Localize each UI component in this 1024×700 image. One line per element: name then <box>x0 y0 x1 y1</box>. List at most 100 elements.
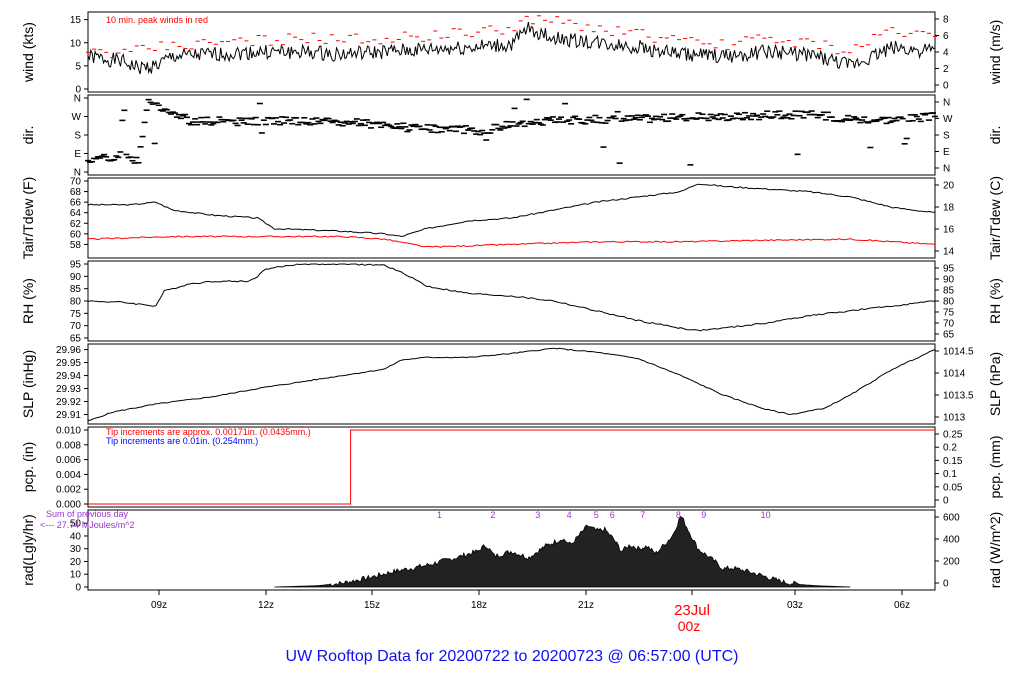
hour-label: 4 <box>567 510 572 520</box>
y-tick-label: 0.008 <box>56 440 81 451</box>
hour-label: 2 <box>490 510 495 520</box>
right-tick-label: N <box>943 98 950 109</box>
y-tick-label: 0 <box>75 583 81 594</box>
panel-frame <box>87 94 936 176</box>
right-tick-label: 85 <box>943 286 955 297</box>
right-tick-label: 0 <box>943 579 949 590</box>
hour-label: 1 <box>437 510 442 520</box>
y-axis-label-right: dir. <box>987 126 1003 145</box>
series-line <box>87 235 936 248</box>
y-tick-label: S <box>74 131 81 142</box>
right-tick-label: 8 <box>943 15 949 26</box>
y-tick-label: 29.92 <box>56 397 81 408</box>
y-axis-label: dir. <box>20 126 36 145</box>
y-tick-label: 95 <box>70 260 82 271</box>
chart-title: UW Rooftop Data for 20200722 to 20200723… <box>285 648 739 665</box>
panel-frame <box>87 343 936 425</box>
y-tick-label: 68 <box>70 187 82 198</box>
right-tick-label: 0 <box>943 496 949 507</box>
y-tick-label: 15 <box>70 15 82 26</box>
radiation-area <box>274 516 851 588</box>
tip-note-blue: Tip increments are 0.01in. (0.254mm.) <box>106 436 258 446</box>
y-tick-label: 0.010 <box>56 426 81 437</box>
y-axis-label: rad(Lgly/hr) <box>20 514 36 586</box>
y-tick-label: 30 <box>70 544 82 555</box>
right-tick-label: W <box>943 114 953 125</box>
date-label: 23Jul <box>674 602 710 619</box>
panel-frame <box>87 260 936 342</box>
series-line <box>87 21 936 75</box>
y-axis-label-right: pcp. (mm) <box>987 436 1003 499</box>
y-axis-label: SLP (inHg) <box>20 350 36 418</box>
y-tick-label: 29.93 <box>56 384 81 395</box>
y-tick-label: 0.000 <box>56 500 81 511</box>
y-tick-label: N <box>74 168 81 179</box>
y-tick-label: W <box>72 112 82 123</box>
y-tick-label: 10 <box>70 38 82 49</box>
right-tick-label: 90 <box>943 275 955 286</box>
y-tick-label: 70 <box>70 177 82 188</box>
x-tick-label: 09z <box>151 600 167 611</box>
y-tick-label: 65 <box>70 334 82 345</box>
right-tick-label: 0.15 <box>943 456 963 467</box>
x-tick-label: 21z <box>578 600 594 611</box>
right-tick-label: 1013.5 <box>943 391 974 402</box>
y-tick-label: E <box>74 149 81 160</box>
y-tick-label: 66 <box>70 198 82 209</box>
tip-note-red: Tip increments are approx. 0.00171in. (0… <box>106 427 311 437</box>
hour-label: 5 <box>594 510 599 520</box>
y-tick-label: 29.91 <box>56 410 81 421</box>
hour-label: 6 <box>610 510 615 520</box>
series-line <box>87 183 936 238</box>
y-tick-label: 0.002 <box>56 485 81 496</box>
right-tick-label: 65 <box>943 330 955 341</box>
y-axis-label-right: RH (%) <box>987 278 1003 324</box>
right-tick-label: 400 <box>943 535 960 546</box>
y-axis-label: wind (kts) <box>20 22 36 83</box>
right-tick-label: 0 <box>943 81 949 92</box>
hour-label: 8 <box>676 510 681 520</box>
y-tick-label: 29.96 <box>56 345 81 356</box>
y-tick-label: 0 <box>75 85 81 96</box>
y-tick-label: 80 <box>70 297 82 308</box>
right-tick-label: 2 <box>943 64 949 75</box>
y-tick-label: 62 <box>70 219 82 230</box>
hour-label: 9 <box>701 510 706 520</box>
peak-wind-note: 10 min. peak winds in red <box>106 15 208 25</box>
y-tick-label: 64 <box>70 208 82 219</box>
y-tick-label: 90 <box>70 272 82 283</box>
right-tick-label: 20 <box>943 181 955 192</box>
y-axis-label-right: rad (W/m^2) <box>987 512 1003 589</box>
y-tick-label: 0.004 <box>56 470 81 481</box>
y-axis-label: pcp. (in) <box>20 442 36 493</box>
x-tick-label: 12z <box>258 600 274 611</box>
y-tick-label: 85 <box>70 284 82 295</box>
right-tick-label: 0.1 <box>943 469 957 480</box>
right-tick-label: 0.2 <box>943 443 957 454</box>
panel-frame <box>87 177 936 259</box>
right-tick-label: 16 <box>943 225 955 236</box>
y-tick-label: 75 <box>70 309 82 320</box>
y-axis-label-right: Tair/Tdew (C) <box>987 176 1003 260</box>
y-tick-label: 40 <box>70 531 82 542</box>
right-tick-label: 600 <box>943 513 960 524</box>
right-tick-label: 4 <box>943 48 949 59</box>
y-axis-label: RH (%) <box>20 278 36 324</box>
rad-sum-value: <--- 27.74 MJoules/m^2 <box>40 520 135 530</box>
right-tick-label: 14 <box>943 247 955 258</box>
y-tick-label: 70 <box>70 321 82 332</box>
x-tick-label: 15z <box>364 600 380 611</box>
y-tick-label: 29.95 <box>56 358 81 369</box>
rad-sum-label: Sum of previous day <box>46 509 129 519</box>
y-tick-label: 20 <box>70 557 82 568</box>
y-tick-label: N <box>74 94 81 105</box>
right-tick-label: 6 <box>943 31 949 42</box>
y-tick-label: 29.94 <box>56 371 81 382</box>
right-tick-label: 0.05 <box>943 482 963 493</box>
right-tick-label: 95 <box>943 264 955 275</box>
y-axis-label: Tair/Tdew (F) <box>20 177 36 259</box>
y-tick-label: 50 <box>70 519 82 530</box>
right-tick-label: 1013 <box>943 413 966 424</box>
hour-label: 10 <box>761 510 771 520</box>
